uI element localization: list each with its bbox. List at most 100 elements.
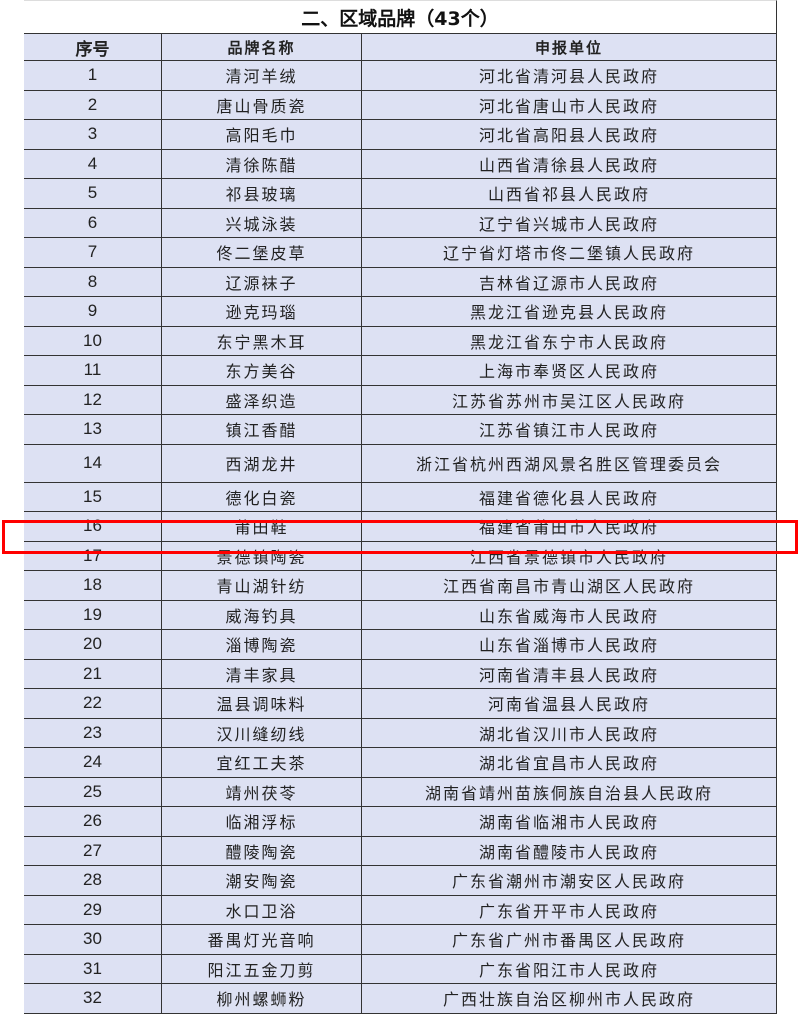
brand-name: 清河羊绒	[161, 60, 362, 91]
table-row: 23 汉川缝纫线 湖北省汉川市人民政府	[24, 717, 777, 748]
brand-name: 兴城泳装	[161, 207, 362, 238]
table-row: 27 醴陵陶瓷 湖南省醴陵市人民政府	[24, 835, 777, 866]
brand-name: 唐山骨质瓷	[161, 89, 362, 120]
row-index: 11	[24, 355, 162, 386]
brand-name: 西湖龙井	[161, 443, 362, 483]
row-index: 7	[24, 237, 162, 268]
brand-name: 逊克玛瑙	[161, 296, 362, 327]
row-index: 29	[24, 894, 162, 925]
table-row: 20 淄博陶瓷 山东省淄博市人民政府	[24, 629, 777, 660]
row-index: 9	[24, 296, 162, 327]
row-index: 25	[24, 776, 162, 807]
table-row: 26 临湘浮标 湖南省临湘市人民政府	[24, 806, 777, 837]
applicant: 辽宁省兴城市人民政府	[361, 207, 777, 238]
row-index: 23	[24, 717, 162, 748]
table-row: 9 逊克玛瑙 黑龙江省逊克县人民政府	[24, 296, 777, 327]
applicant: 福建省莆田市人民政府	[361, 511, 777, 542]
table-row: 29 水口卫浴 广东省开平市人民政府	[24, 894, 777, 925]
brand-name: 清徐陈醋	[161, 148, 362, 179]
applicant: 河南省温县人民政府	[361, 688, 777, 719]
row-index: 6	[24, 207, 162, 238]
brand-name: 东方美谷	[161, 355, 362, 386]
row-17-highlight-box	[2, 520, 798, 554]
applicant: 江苏省镇江市人民政府	[361, 414, 777, 445]
applicant: 湖南省靖州苗族侗族自治县人民政府	[361, 776, 777, 807]
row-index: 31	[24, 953, 162, 984]
brand-name: 番禺灯光音响	[161, 924, 362, 955]
table-row: 11 东方美谷 上海市奉贤区人民政府	[24, 355, 777, 386]
header-applicant: 申报单位	[361, 33, 777, 61]
row-index: 30	[24, 924, 162, 955]
regional-brand-table: 序号 品牌名称 申报单位 1 清河羊绒 河北省清河县人民政府 2 唐山骨质瓷 河北省唐山市…	[24, 33, 777, 1014]
row-index: 14	[24, 443, 162, 483]
table-row: 8 辽源袜子 吉林省辽源市人民政府	[24, 266, 777, 297]
brand-name: 靖州茯苓	[161, 776, 362, 807]
row-index: 13	[24, 414, 162, 445]
header-index: 序号	[24, 33, 162, 61]
table-row: 3 高阳毛巾 河北省高阳县人民政府	[24, 119, 777, 150]
brand-name: 临湘浮标	[161, 806, 362, 837]
brand-name: 德化白瓷	[161, 481, 362, 512]
header-row: 序号 品牌名称 申报单位	[24, 33, 777, 61]
applicant: 湖南省醴陵市人民政府	[361, 835, 777, 866]
table-row: 16 莆田鞋 福建省莆田市人民政府	[24, 511, 777, 542]
table-row: 6 兴城泳装 辽宁省兴城市人民政府	[24, 207, 777, 238]
table-row: 4 清徐陈醋 山西省清徐县人民政府	[24, 148, 777, 179]
row-index: 12	[24, 384, 162, 415]
brand-name: 东宁黑木耳	[161, 325, 362, 356]
table-row: 18 青山湖针纺 江西省南昌市青山湖区人民政府	[24, 570, 777, 601]
applicant: 黑龙江省逊克县人民政府	[361, 296, 777, 327]
applicant: 河北省清河县人民政府	[361, 60, 777, 91]
applicant: 江苏省苏州市吴江区人民政府	[361, 384, 777, 415]
row-index: 19	[24, 599, 162, 630]
row-index: 16	[24, 511, 162, 542]
row-index: 32	[24, 983, 162, 1014]
row-index: 10	[24, 325, 162, 356]
applicant: 广西壮族自治区柳州市人民政府	[361, 983, 777, 1014]
row-index: 3	[24, 119, 162, 150]
applicant: 河北省唐山市人民政府	[361, 89, 777, 120]
table-row: 1 清河羊绒 河北省清河县人民政府	[24, 60, 777, 91]
row-index: 8	[24, 266, 162, 297]
brand-name: 祁县玻璃	[161, 178, 362, 209]
brand-name: 威海钓具	[161, 599, 362, 630]
row-index: 20	[24, 629, 162, 660]
table-row: 25 靖州茯苓 湖南省靖州苗族侗族自治县人民政府	[24, 776, 777, 807]
row-index: 4	[24, 148, 162, 179]
table-row: 2 唐山骨质瓷 河北省唐山市人民政府	[24, 89, 777, 120]
brand-name: 高阳毛巾	[161, 119, 362, 150]
applicant: 山西省清徐县人民政府	[361, 148, 777, 179]
applicant: 山西省祁县人民政府	[361, 178, 777, 209]
applicant: 河南省清丰县人民政府	[361, 658, 777, 689]
brand-table-container: 二、区域品牌（43个） 序号 品牌名称 申报单位 1 清河羊绒 河北省清河县人民政府…	[24, 0, 777, 1014]
applicant: 辽宁省灯塔市佟二堡镇人民政府	[361, 237, 777, 268]
row-index: 1	[24, 60, 162, 91]
brand-name: 潮安陶瓷	[161, 865, 362, 896]
table-title: 二、区域品牌（43个）	[24, 0, 777, 33]
brand-name: 柳州螺蛳粉	[161, 983, 362, 1014]
row-index: 15	[24, 481, 162, 512]
applicant: 广东省开平市人民政府	[361, 894, 777, 925]
row-index: 24	[24, 747, 162, 778]
brand-name: 盛泽织造	[161, 384, 362, 415]
applicant: 河北省高阳县人民政府	[361, 119, 777, 150]
table-row: 19 威海钓具 山东省威海市人民政府	[24, 599, 777, 630]
applicant: 广东省阳江市人民政府	[361, 953, 777, 984]
brand-name: 温县调味料	[161, 688, 362, 719]
applicant: 湖南省临湘市人民政府	[361, 806, 777, 837]
row-index: 22	[24, 688, 162, 719]
applicant: 山东省淄博市人民政府	[361, 629, 777, 660]
row-index: 2	[24, 89, 162, 120]
applicant: 上海市奉贤区人民政府	[361, 355, 777, 386]
row-index: 26	[24, 806, 162, 837]
table-row: 28 潮安陶瓷 广东省潮州市潮安区人民政府	[24, 865, 777, 896]
row-index: 5	[24, 178, 162, 209]
applicant: 山东省威海市人民政府	[361, 599, 777, 630]
row-index: 21	[24, 658, 162, 689]
table-row: 10 东宁黑木耳 黑龙江省东宁市人民政府	[24, 325, 777, 356]
brand-name: 青山湖针纺	[161, 570, 362, 601]
table-row: 32 柳州螺蛳粉 广西壮族自治区柳州市人民政府	[24, 983, 777, 1014]
applicant: 黑龙江省东宁市人民政府	[361, 325, 777, 356]
table-row: 14 西湖龙井 浙江省杭州西湖风景名胜区管理委员会	[24, 443, 777, 483]
table-row: 5 祁县玻璃 山西省祁县人民政府	[24, 178, 777, 209]
